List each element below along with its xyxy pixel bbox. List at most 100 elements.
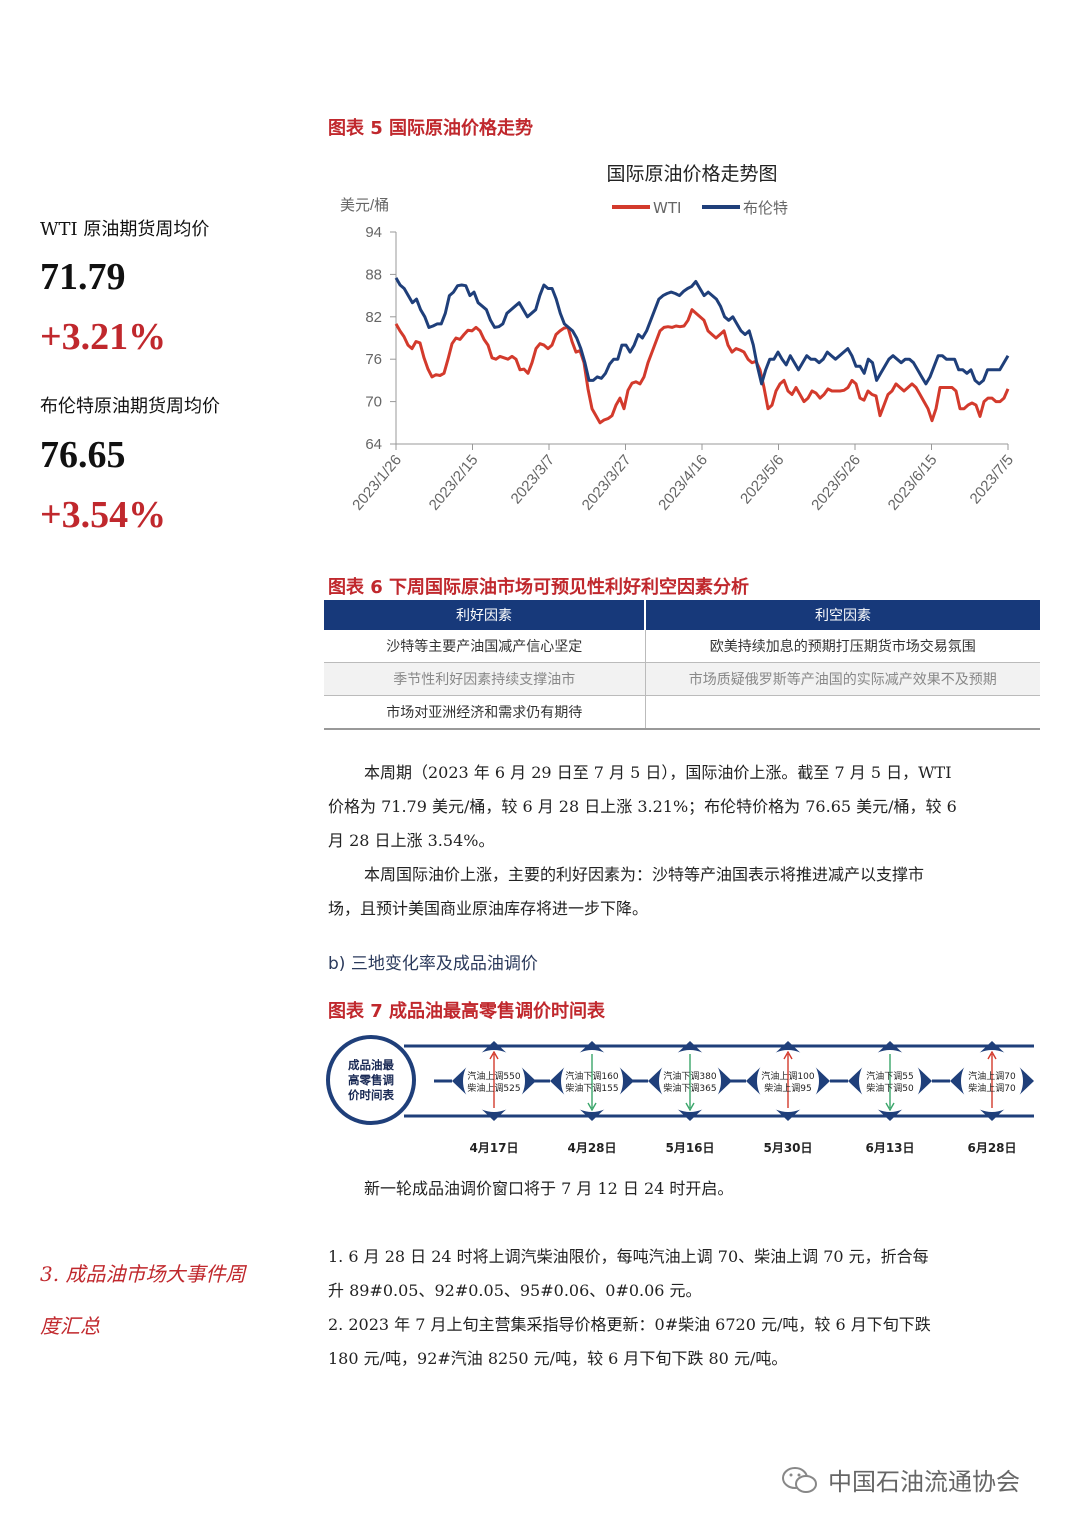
paragraph-line: 本周期（2023 年 6 月 29 日至 7 月 5 日），国际油价上涨。截至 … bbox=[364, 763, 952, 782]
paragraph-line: 价格为 71.79 美元/桶，较 6 月 28 日上涨 3.21%；布伦特价格为… bbox=[328, 797, 957, 816]
arrow-down-icon bbox=[685, 1054, 695, 1112]
timeline-events: 汽油上调550柴油上调5254月17日汽油下调160柴油下调1554月28日汽油… bbox=[434, 1041, 1034, 1155]
event-line2: 柴油上调525 bbox=[467, 1082, 520, 1094]
wti-value: 71.79 bbox=[40, 256, 126, 298]
y-tick-label: 70 bbox=[365, 394, 382, 411]
event-date: 5月30日 bbox=[763, 1141, 812, 1155]
table-cell bbox=[645, 695, 1040, 730]
section3-heading: 3. 成品油市场大事件周 度汇总 bbox=[40, 1248, 310, 1352]
event-date: 4月17日 bbox=[469, 1141, 518, 1155]
arrow-down-icon bbox=[587, 1054, 597, 1112]
event-line1: 汽油上调70 bbox=[968, 1070, 1016, 1082]
list-item-line: 2. 2023 年 7 月上旬主营集采指导价格更新：0#柴油 6720 元/吨，… bbox=[328, 1315, 931, 1334]
x-tick-label: 2023/7/5 bbox=[967, 452, 1018, 508]
watermark-text: 中国石油流通协会 bbox=[828, 1468, 1020, 1496]
figure5-caption: 图表 5 国际原油价格走势 bbox=[328, 118, 534, 139]
wti-change: +3.21% bbox=[40, 316, 167, 358]
arrow-up-icon bbox=[783, 1050, 793, 1108]
chart-lines bbox=[394, 277, 1010, 425]
table-cell: 市场质疑俄罗斯等产油国的实际减产效果不及预期 bbox=[645, 662, 1040, 696]
y-tick-label: 88 bbox=[365, 266, 382, 283]
table-cell: 市场对亚洲经济和需求仍有期待 bbox=[324, 695, 646, 730]
event-list: 1. 6 月 28 日 24 时将上调汽柴油限价，每吨汽油上调 70、柴油上调 … bbox=[328, 1240, 1048, 1376]
subheading-b: b) 三地变化率及成品油调价 bbox=[328, 954, 538, 974]
y-tick-label: 94 bbox=[365, 224, 382, 241]
x-tick-label: 2023/1/26 bbox=[349, 452, 405, 514]
list-item-line: 180 元/吨，92#汽油 8250 元/吨，较 6 月下旬下跌 80 元/吨。 bbox=[328, 1349, 788, 1368]
event-line1: 汽油下调380 bbox=[663, 1070, 716, 1082]
table-row: 沙特等主要产油国减产信心坚定 欧美持续加息的预期打压期货市场交易氛围 bbox=[324, 630, 1040, 663]
event-line2: 柴油下调155 bbox=[565, 1082, 618, 1094]
table-cell: 欧美持续加息的预期打压期货市场交易氛围 bbox=[645, 630, 1040, 663]
y-tick-label: 76 bbox=[365, 351, 382, 368]
chart-ylabel: 美元/桶 bbox=[340, 197, 389, 214]
paragraph-line: 场，且预计美国商业原油库存将进一步下降。 bbox=[328, 899, 649, 918]
timeline-rails bbox=[404, 1044, 1034, 1118]
x-tick-label: 2023/4/16 bbox=[655, 452, 711, 514]
chart-title: 国际原油价格走势图 bbox=[606, 163, 777, 185]
factors-header-bearish: 利空因素 bbox=[645, 600, 1040, 630]
figure7-caption: 图表 7 成品油最高零售调价时间表 bbox=[328, 1001, 606, 1022]
event-date: 4月28日 bbox=[567, 1141, 616, 1155]
x-tick-label: 2023/5/26 bbox=[808, 452, 864, 514]
event-date: 5月16日 bbox=[665, 1141, 714, 1155]
table-row: 季节性利好因素持续支撑油市 市场质疑俄罗斯等产油国的实际减产效果不及预期 bbox=[324, 662, 1040, 696]
oil-price-chart: 国际原油价格走势图 美元/桶 WTI 布伦特 9488827670642023/… bbox=[340, 163, 1018, 514]
event-line1: 汽油上调550 bbox=[467, 1070, 520, 1082]
brent-change: +3.54% bbox=[40, 494, 167, 536]
event-line2: 柴油上调70 bbox=[968, 1082, 1016, 1094]
center-label-2: 高零售调 bbox=[348, 1073, 394, 1087]
event-line1: 汽油上调100 bbox=[761, 1070, 814, 1082]
event-line2: 柴油上调95 bbox=[764, 1082, 811, 1094]
paragraph-line: 本周国际油价上涨，主要的利好因素为：沙特等产油国表示将推进减产以支撑市 bbox=[364, 865, 925, 884]
arrow-up-icon bbox=[489, 1050, 499, 1108]
factors-header-bullish: 利好因素 bbox=[324, 600, 646, 630]
brent-label: 布伦特原油期货周均价 bbox=[40, 396, 220, 417]
event-line1: 汽油下调55 bbox=[866, 1070, 913, 1082]
table-cell: 沙特等主要产油国减产信心坚定 bbox=[324, 630, 646, 663]
wti-label: WTI 原油期货周均价 bbox=[40, 219, 210, 240]
factors-header-row: 利好因素 利空因素 bbox=[324, 600, 1040, 630]
x-tick-label: 2023/5/6 bbox=[737, 452, 788, 508]
x-tick-label: 2023/3/27 bbox=[579, 452, 635, 514]
x-tick-label: 2023/2/15 bbox=[426, 452, 482, 514]
y-tick-label: 64 bbox=[365, 436, 382, 453]
section3-line1: 3. 成品油市场大事件周 bbox=[40, 1262, 246, 1286]
event-line2: 柴油下调50 bbox=[866, 1082, 914, 1094]
list-item-line: 1. 6 月 28 日 24 时将上调汽柴油限价，每吨汽油上调 70、柴油上调 … bbox=[328, 1247, 929, 1266]
arrow-up-icon bbox=[987, 1050, 997, 1108]
price-adjustment-timeline: 成品油最 高零售调 价时间表 汽油上调550柴油上调5254月17日汽油下调16… bbox=[326, 1035, 1034, 1155]
wechat-icon bbox=[782, 1466, 817, 1493]
brent-value: 76.65 bbox=[40, 434, 126, 476]
legend-wti-label: WTI bbox=[653, 199, 681, 217]
paragraph-line: 月 28 日上涨 3.54%。 bbox=[328, 831, 495, 850]
list-item-line: 升 89#0.05、92#0.05、95#0.06、0#0.06 元。 bbox=[328, 1281, 702, 1300]
factors-table: 利好因素 利空因素 沙特等主要产油国减产信心坚定 欧美持续加息的预期打压期货市场… bbox=[324, 600, 1040, 730]
center-label-3: 价时间表 bbox=[348, 1088, 394, 1102]
legend-brent-label: 布伦特 bbox=[743, 199, 788, 217]
section3-line2: 度汇总 bbox=[40, 1314, 100, 1338]
table-row: 市场对亚洲经济和需求仍有期待 bbox=[324, 695, 1040, 730]
x-tick-label: 2023/3/7 bbox=[508, 452, 559, 508]
event-date: 6月28日 bbox=[967, 1141, 1016, 1155]
event-date: 6月13日 bbox=[865, 1141, 914, 1155]
table-cell: 季节性利好因素持续支撑油市 bbox=[324, 662, 646, 696]
paragraph-1: 本周期（2023 年 6 月 29 日至 7 月 5 日），国际油价上涨。截至 … bbox=[328, 756, 1048, 926]
arrow-down-icon bbox=[885, 1054, 895, 1112]
series-line-brent bbox=[394, 277, 1010, 386]
figure6-caption: 图表 6 下周国际原油市场可预见性利好利空因素分析 bbox=[328, 577, 750, 598]
event-line1: 汽油下调160 bbox=[565, 1070, 618, 1082]
y-tick-label: 82 bbox=[365, 309, 382, 326]
timeline-center-badge: 成品油最 高零售调 价时间表 bbox=[326, 1035, 416, 1125]
x-tick-label: 2023/6/15 bbox=[885, 452, 941, 514]
paragraph-3: 新一轮成品油调价窗口将于 7 月 12 日 24 时开启。 bbox=[364, 1179, 734, 1198]
chart-legend: WTI 布伦特 bbox=[612, 199, 788, 217]
watermark: 中国石油流通协会 bbox=[780, 1462, 1020, 1497]
event-line2: 柴油下调365 bbox=[663, 1082, 716, 1094]
